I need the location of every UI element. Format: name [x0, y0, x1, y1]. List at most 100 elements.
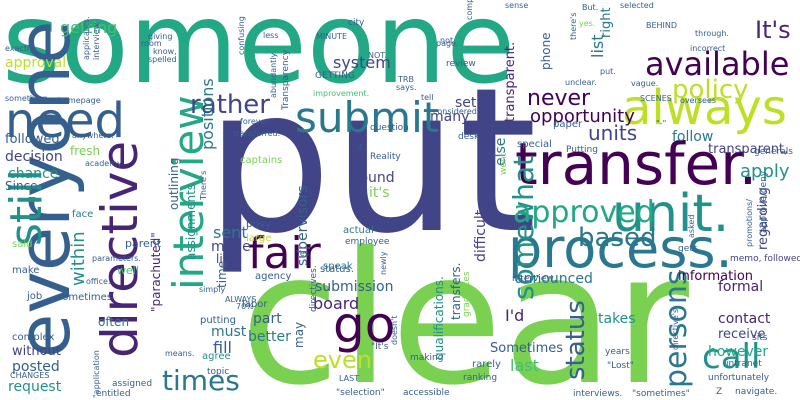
word-interviews: interviews.: [573, 389, 623, 399]
word-may: may: [292, 321, 306, 348]
word-sometimes-lc: sometimes: [57, 292, 113, 303]
word-unfortunately: unfortunately: [708, 373, 770, 383]
word-status-dot: status.: [320, 264, 354, 275]
word-job: job: [27, 291, 43, 302]
word-id: I'd: [505, 306, 525, 325]
word-followed: followed: [5, 132, 60, 147]
word-made: made: [211, 239, 251, 255]
word-application: "application: [92, 350, 101, 398]
word-minute: MINUTE: [316, 32, 348, 41]
word-agency: agency: [255, 271, 292, 282]
word-someone: someone: [2, 0, 516, 109]
word-go: go: [333, 296, 396, 354]
word-sometimes-q: "sometimes": [632, 389, 690, 399]
word-time: time: [215, 260, 229, 288]
word-its2: it's: [369, 185, 390, 201]
word-vague: vague.: [631, 79, 659, 88]
word-directives: directives.: [309, 265, 319, 312]
word-approve-deny: approve/deny: [759, 170, 769, 233]
word-entitled: entitled: [96, 389, 131, 399]
word-academy: academy.: [85, 159, 124, 168]
word-call: call: [702, 337, 761, 377]
word-apply: apply: [740, 161, 790, 182]
word-well: well: [117, 264, 139, 277]
word-unit: unit.: [612, 184, 730, 244]
word-interview-dot: interview.: [92, 21, 101, 60]
word-employee: employee: [345, 237, 390, 247]
word-approved: approved: [513, 195, 655, 230]
word-fair: fair: [248, 228, 321, 279]
word-right: right: [599, 7, 614, 38]
word-large: large: [246, 233, 272, 244]
word-generals: generals: [754, 147, 793, 157]
word-selected: selected: [620, 1, 654, 10]
word-asked: asked: [687, 214, 696, 238]
word-theres: There's: [199, 170, 208, 200]
word-formal: formal: [718, 279, 764, 295]
word-theres-lc: there's: [569, 12, 578, 40]
word-oversees: oversees: [680, 96, 717, 105]
word-complicated: complicated.: [465, 0, 474, 20]
word-assigned: assigned: [112, 379, 153, 389]
word-applicants: applicants.: [82, 16, 91, 60]
word-considered: considered: [433, 107, 477, 116]
word-fill: fill: [213, 338, 232, 357]
word-system: system: [333, 53, 391, 72]
word-approval: approval: [5, 55, 67, 71]
word-says: says.: [396, 83, 417, 92]
word-memo: memo, followed,: [730, 254, 800, 264]
word-putting-cap: Putting: [566, 145, 598, 155]
word-tell: tell: [421, 93, 434, 102]
word-sits: sits: [752, 333, 768, 343]
word-available: available: [645, 45, 790, 83]
word-agree: agree: [202, 351, 231, 362]
word-transfers: transfers.: [449, 262, 463, 320]
word-z: Z: [716, 387, 723, 397]
word-follow: follow: [672, 129, 714, 145]
word-list: list: [588, 34, 607, 59]
word-times: times: [162, 364, 240, 397]
word-know: know,: [153, 47, 177, 56]
word-homepage: homepage: [58, 96, 101, 105]
word-outlining: outlining: [167, 157, 181, 210]
word-assignments: assignments: [184, 183, 198, 260]
word-contact: contact: [718, 311, 771, 327]
word-submission: submission: [315, 279, 394, 295]
word-improvement: improvement.: [313, 89, 370, 98]
word-simply: simply: [199, 285, 226, 294]
word-face: face: [72, 209, 94, 220]
word-question: question: [370, 123, 409, 133]
word-special: special: [517, 139, 552, 150]
word-make: make: [12, 265, 40, 276]
word-incorrect: incorrect: [690, 44, 726, 53]
word-changes: CHANGES: [10, 371, 50, 380]
word-getting-caps: GETTING: [315, 71, 355, 81]
word-transparent2: transparent,: [708, 142, 789, 157]
word-part: part: [253, 311, 282, 327]
word-abundantly: abundantly: [269, 52, 278, 98]
word-but: But.: [582, 3, 599, 12]
word-putting: putting: [200, 315, 236, 326]
word-clear: clear: [240, 213, 689, 400]
word-trb: TRB: [398, 75, 414, 84]
word-put: put: [205, 45, 538, 278]
word-yes-cap: Yes: [296, 249, 309, 258]
word-parent: parent: [125, 237, 162, 250]
word-forever: forever.: [240, 117, 271, 126]
word-many: many: [430, 109, 470, 125]
word-privy: privy: [246, 219, 272, 230]
word-navigate: navigate.: [735, 387, 778, 397]
word-transferred: transferred.: [233, 129, 281, 138]
word-sense: sense: [505, 1, 529, 10]
word-said: said: [12, 239, 33, 250]
word-years: years: [605, 347, 630, 357]
word-making: making: [410, 353, 444, 363]
word-last-caps: LAST: [339, 374, 360, 383]
word-never: never: [527, 86, 591, 111]
word-sent: sent: [213, 223, 248, 242]
word-went: went: [499, 152, 509, 175]
word-topic: topic: [207, 367, 230, 377]
word-dashes: "-": [656, 119, 667, 128]
word-positions: positions: [198, 78, 217, 150]
word-qualifications: qualifications.: [432, 276, 446, 360]
